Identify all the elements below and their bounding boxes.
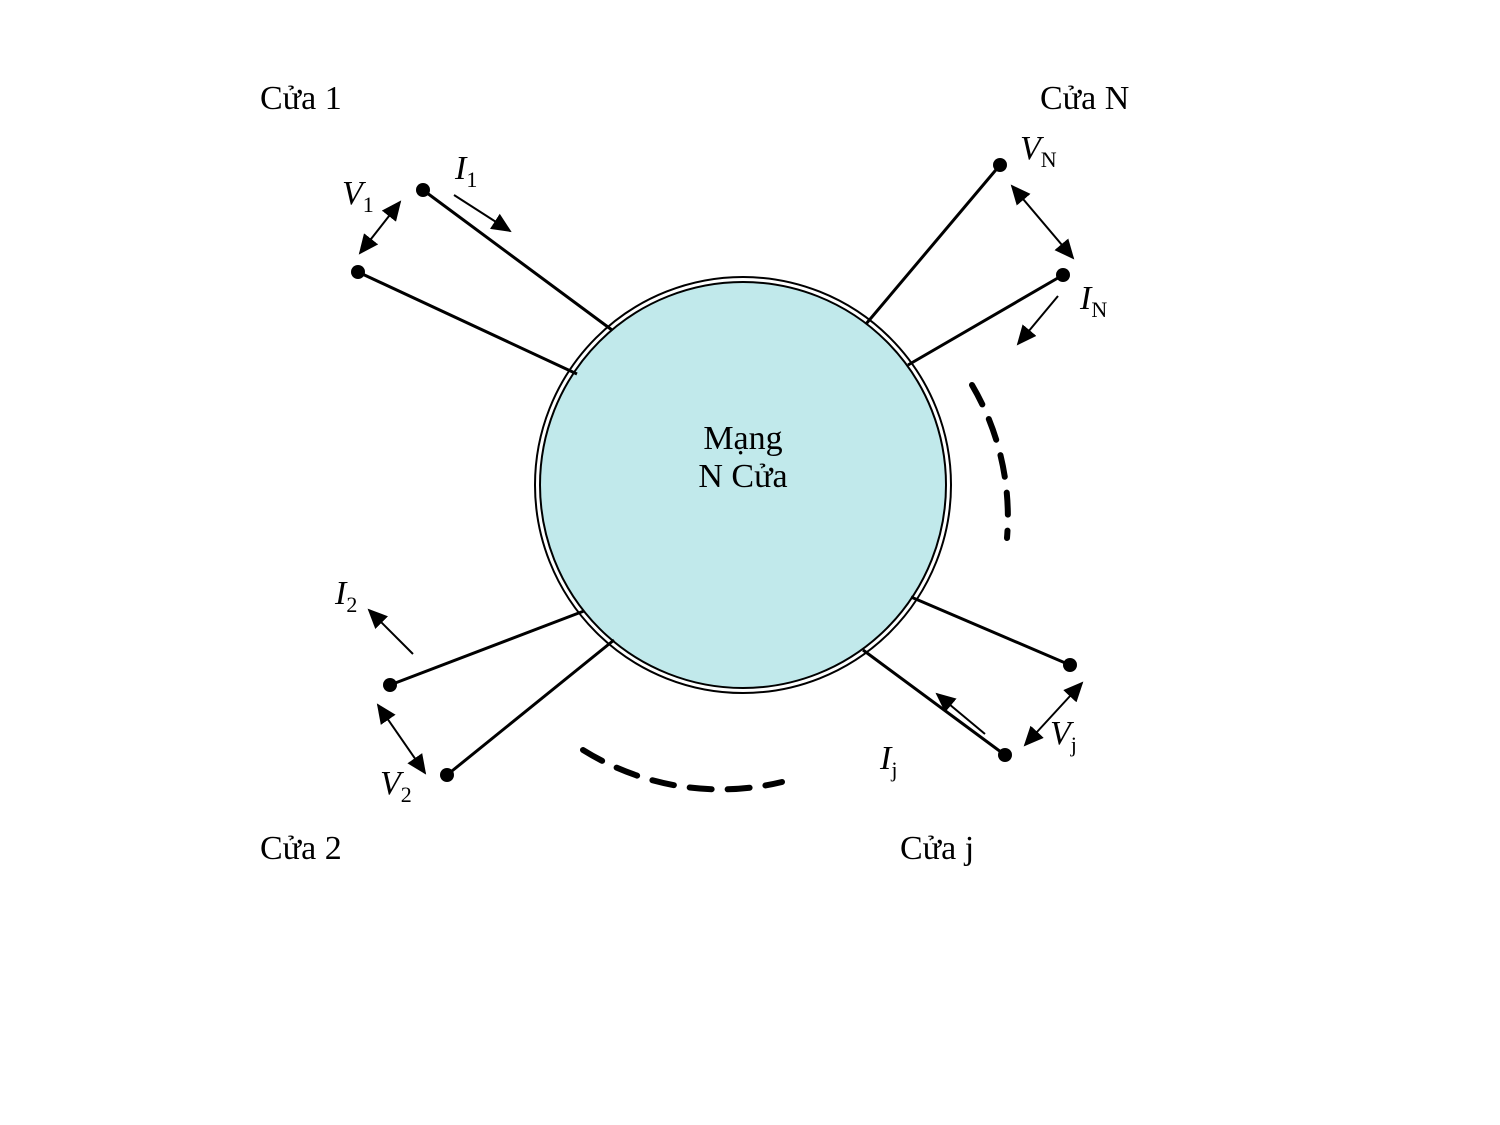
current-label-pj: Ij [880,740,897,783]
terminal-dot-pN [993,158,1007,172]
voltage-label-p2: V2 [380,765,412,808]
voltage-label-p1: V1 [342,175,374,218]
current-arrow-pj [937,694,985,734]
terminal-dot-pj [1063,658,1077,672]
current-label-pN: IN [1080,280,1107,323]
port-lead-p2 [390,611,584,685]
port-lead-pN [908,275,1063,365]
terminal-dot-p1 [416,183,430,197]
current-label-p1: I1 [455,150,477,193]
port-title-pj: Cửa j [900,830,974,868]
network-label: MạngN Cửa [643,420,843,496]
port-title-pN: Cửa N [1040,80,1129,118]
current-arrow-pN [1018,296,1058,344]
voltage-arrow-pN [1012,186,1073,258]
port-lead-p1 [423,190,612,330]
port-lead-pN [866,165,1000,324]
current-arrow-p1 [454,195,510,231]
port-lead-pj [911,597,1070,665]
voltage-arrow-p2 [378,705,425,773]
voltage-label-pj: Vj [1050,715,1077,758]
ellipsis-arc-0 [972,385,1008,538]
terminal-dot-p1 [351,265,365,279]
network-label-line1: Mạng [703,420,782,457]
terminal-dot-p2 [440,768,454,782]
network-label-line2: N Cửa [698,458,787,495]
port-lead-p1 [358,272,577,374]
voltage-label-pN: VN [1020,130,1057,173]
terminal-dot-pN [1056,268,1070,282]
terminal-dot-p2 [383,678,397,692]
current-label-p2: I2 [335,575,357,618]
port-title-p2: Cửa 2 [260,830,342,868]
ellipsis-arc-1 [583,750,782,789]
current-arrow-p2 [369,610,413,654]
diagram-canvas [0,0,1500,1125]
terminal-dot-pj [998,748,1012,762]
port-title-p1: Cửa 1 [260,80,342,118]
